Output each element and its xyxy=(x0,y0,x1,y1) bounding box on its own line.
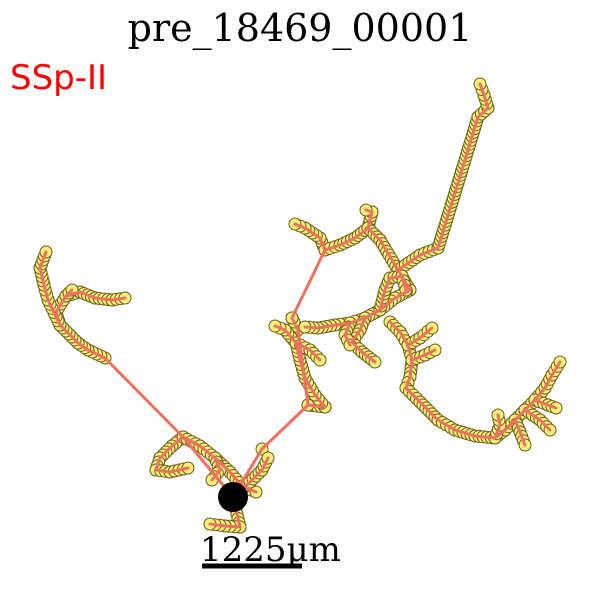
node-layer xyxy=(33,77,567,534)
skeleton-branch xyxy=(378,274,408,312)
skeleton-branch xyxy=(350,316,377,364)
skeleton-layer xyxy=(38,82,562,529)
skeleton-branch xyxy=(54,290,127,360)
skeleton-branch xyxy=(208,522,242,529)
skeleton-branch xyxy=(533,398,558,410)
skeleton-branch xyxy=(513,418,527,447)
skeleton-branch xyxy=(396,246,440,272)
skeleton-branch xyxy=(38,250,62,327)
skeleton-branch xyxy=(64,288,74,298)
skeleton-branch xyxy=(404,386,440,422)
skeleton-branch xyxy=(323,208,374,252)
region-label: SSp-II xyxy=(10,58,108,98)
skeleton-branch xyxy=(493,413,502,440)
skeleton-branch xyxy=(293,222,327,252)
skeleton-branch xyxy=(273,324,327,409)
skeleton-branch xyxy=(154,435,190,474)
skeleton-branch xyxy=(410,348,437,362)
skeleton-branch xyxy=(406,326,434,347)
soma xyxy=(218,482,248,512)
skeleton-branch xyxy=(388,320,414,390)
skeleton-branch xyxy=(210,456,222,482)
skeleton-branch xyxy=(290,248,327,320)
figure-title: pre_18469_00001 xyxy=(127,6,473,50)
scale-bar-label: 1225μm xyxy=(200,530,341,570)
skeleton-branch xyxy=(294,341,322,362)
skeleton-branch xyxy=(303,288,412,330)
skeleton-branch xyxy=(523,408,552,432)
skeleton-branch xyxy=(343,321,352,347)
skeleton-branch xyxy=(436,82,490,250)
skeleton-branch xyxy=(231,403,327,499)
